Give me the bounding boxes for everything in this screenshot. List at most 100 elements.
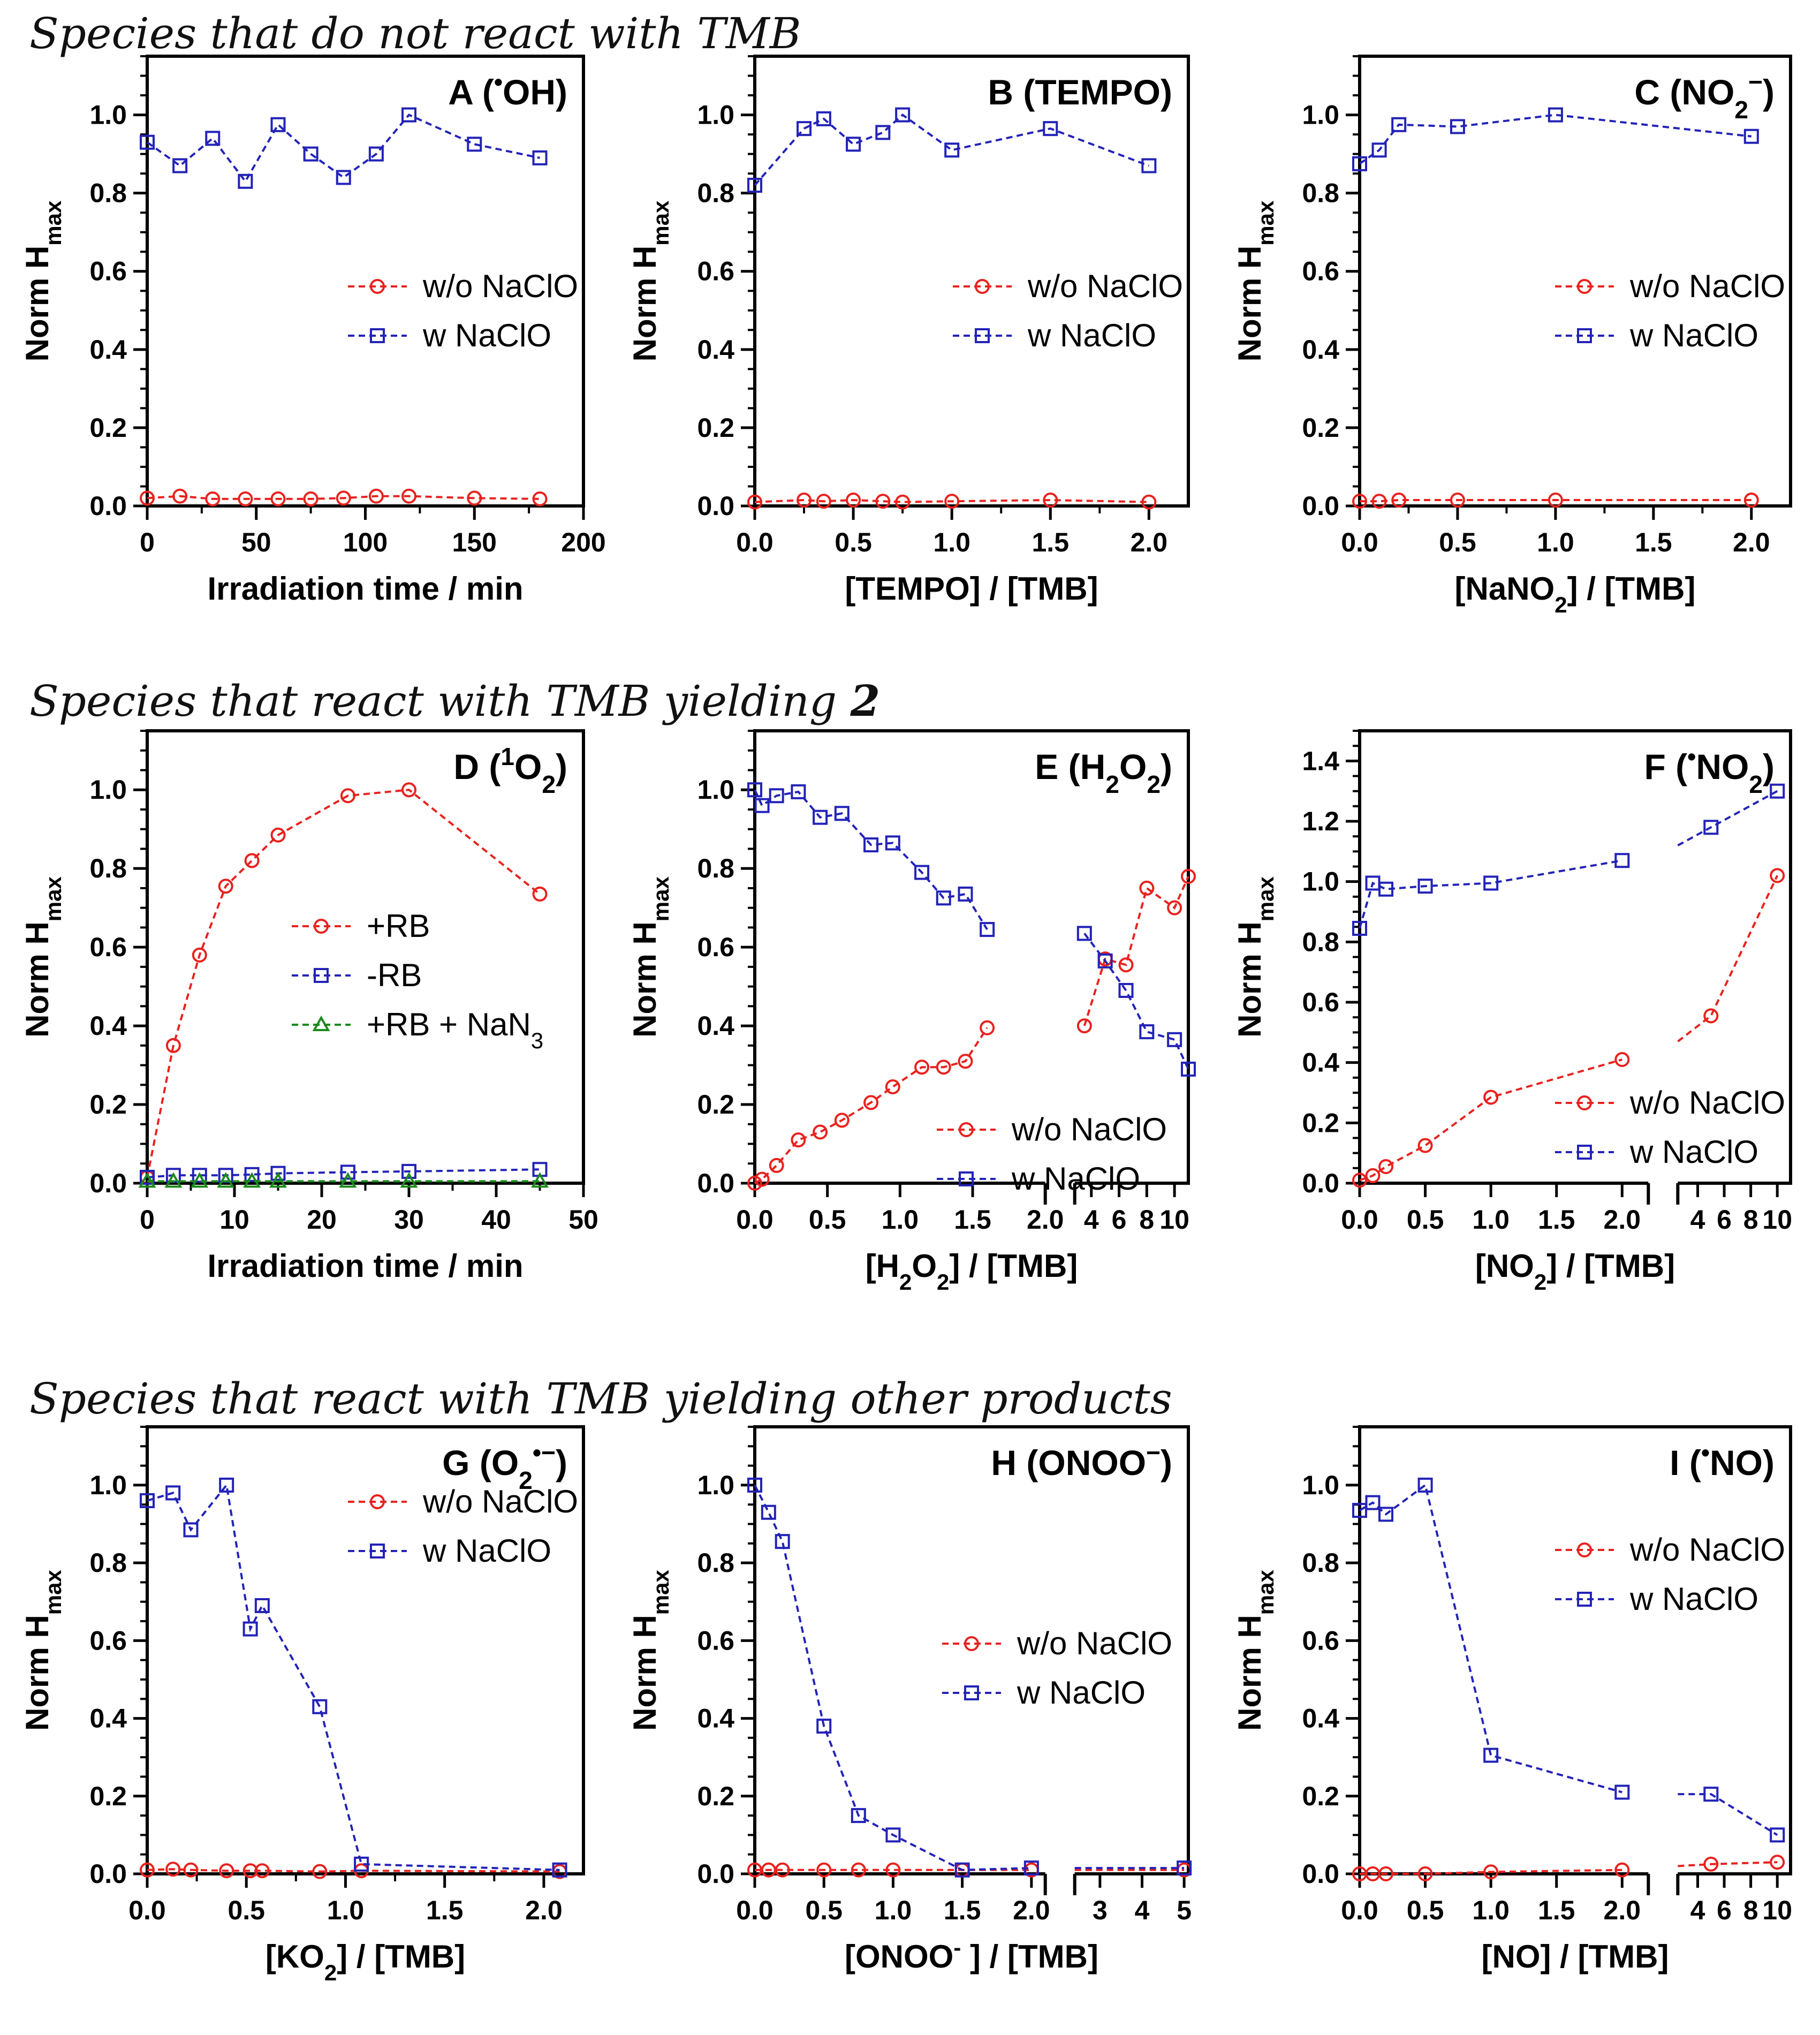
panel-b-series-0: [747, 493, 1157, 510]
panel-c-ytick-label: 0.2: [1302, 413, 1339, 443]
panel-d-series-0-line: [146, 789, 541, 1178]
panel-a-title: A (•OH): [448, 68, 567, 112]
panel-a-series-0-point: [303, 491, 318, 506]
panel-d-series-0: [140, 782, 548, 1185]
panel-i-series-0-line: [1360, 1868, 1622, 1875]
panel-c-series-1-line: [1359, 114, 1752, 165]
panel-a-ytick-label: 0.4: [89, 335, 127, 365]
panel-e-series-1-point: [980, 922, 995, 937]
section-title-2: Species that react with TMB yielding 2: [29, 676, 880, 726]
panel-e-series-1-point: [885, 835, 900, 851]
panel-g-ylabel: Norm Hmax: [19, 1569, 66, 1730]
panel-e-series-1-point: [754, 798, 770, 813]
panel-b-series-0-point: [846, 493, 861, 508]
panel-i-ytick-label: 0.0: [1302, 1859, 1339, 1889]
panel-e-series-0-point: [914, 1060, 930, 1075]
panel-a-series-0-point: [172, 488, 188, 504]
panel-e-ytick-label: 0.0: [697, 1168, 734, 1198]
panel-f-series-1-point: [1703, 820, 1719, 835]
panel-a-series-1-point: [303, 146, 318, 162]
panel-g-legend-swatch-marker: [370, 1544, 385, 1559]
panel-e-ytick-label: 0.6: [697, 932, 734, 962]
panel-d-series-0-point: [165, 1038, 181, 1053]
panel-d-series-2-point: [164, 1172, 183, 1188]
panel-b-legend-label: w/o NaClO: [1027, 268, 1183, 304]
panel-i-series-1-point: [1365, 1495, 1381, 1510]
panel-c-series-1-point: [1743, 128, 1759, 144]
panel-f-series-1-point: [1770, 783, 1785, 799]
panel-h-ytick-label: 0.2: [697, 1781, 734, 1811]
panel-b-title: B (TEMPO): [988, 72, 1172, 112]
panel-d-series-2-point: [243, 1172, 261, 1188]
panel-i-xtick-label: 0.5: [1407, 1895, 1444, 1925]
panel-i-series-0: [1352, 1855, 1785, 1881]
panel-b-ylabel: Norm Hmax: [627, 200, 673, 361]
panel-d-ytick-label: 0.8: [89, 853, 127, 883]
panel-b-legend-swatch-marker: [975, 328, 990, 343]
panel-f-ytick-label: 0.2: [1302, 1108, 1339, 1138]
panel-i-series-0-line: [1678, 1861, 1778, 1867]
panel-b-xtick-label: 1.5: [1032, 527, 1070, 557]
panel-c-xlabel: [NaNO2] / [TMB]: [1455, 571, 1696, 617]
panel-h-xtick-label: 4: [1135, 1895, 1150, 1925]
panel-e-series-0-point: [747, 1176, 762, 1191]
panel-d-xtick-label: 10: [219, 1205, 249, 1235]
panel-h-series-1: [747, 1477, 1192, 1878]
panel-a-series-1: [140, 107, 548, 189]
section-title-1: Species that do not react with TMB: [29, 8, 801, 58]
panel-g-ytick-label: 0.0: [89, 1859, 127, 1889]
panel-a-legend-label: w/o NaClO: [422, 268, 578, 304]
panel-f-ytick-label: 1.2: [1302, 806, 1339, 836]
panel-a-series-1-point: [467, 137, 482, 152]
panel-d-series-2-point: [191, 1172, 209, 1188]
panel-f-legend-swatch-marker: [1577, 1145, 1592, 1160]
panel-d-xtick-label: 40: [481, 1205, 511, 1235]
section-title-2-text: Species that react with TMB yielding: [29, 676, 851, 726]
panel-d-series-2-point: [217, 1172, 235, 1188]
panel-g-series-1-point: [183, 1522, 199, 1538]
panel-f-xtick-label: 10: [1762, 1205, 1792, 1235]
panel-e-series-1-point: [1076, 926, 1092, 941]
panel-i-xtick-label: 10: [1762, 1895, 1792, 1925]
panel-e-ytick-label: 0.4: [697, 1011, 734, 1041]
panel-f-legend: w/o NaClO w NaClO: [1555, 1085, 1785, 1170]
panel-d-ytick-label: 1.0: [89, 775, 127, 805]
panel-h-xtick-label: 3: [1093, 1895, 1108, 1925]
panel-c-series-0-line: [1360, 499, 1751, 503]
panel-g-ytick-label: 0.6: [89, 1625, 127, 1655]
panel-g-ytick-label: 1.0: [89, 1470, 127, 1500]
panel-b-ytick-label: 0.2: [697, 413, 734, 443]
panel-d-ytick-label: 0.4: [89, 1011, 127, 1041]
panel-e-series-0-point: [1181, 868, 1196, 884]
panel-f-series-0-point: [1703, 1008, 1719, 1024]
panel-f-series-0-point: [1770, 868, 1785, 883]
panel-f-series-0-point: [1365, 1168, 1381, 1183]
panel-i-series-0-point: [1614, 1862, 1630, 1878]
panel-e-series-0-point: [813, 1124, 828, 1140]
section-title-2-suffix: 2: [850, 676, 881, 726]
panel-c-series-0-point: [1450, 493, 1465, 508]
panel-g-xtick-label: 1.0: [327, 1895, 365, 1925]
panel-d-xtick-label: 50: [568, 1205, 598, 1235]
panel-c-xtick-label: 2.0: [1733, 527, 1770, 557]
panel-c-series-0: [1352, 493, 1759, 509]
panel-d-series-0-point: [340, 788, 355, 804]
panel-d-series-0-point: [270, 827, 286, 843]
panel-g-legend-swatch-marker: [370, 1494, 385, 1509]
panel-a-series-0-point: [205, 491, 221, 506]
panel-e-series-1-line: [754, 789, 988, 930]
panel-h-legend-label: w NaClO: [1017, 1675, 1146, 1711]
panel-d-series-1-point: [244, 1167, 260, 1182]
panel-f-xtick-label: 8: [1743, 1205, 1758, 1235]
panel-e-series-0-point: [980, 1020, 995, 1035]
panel-i-ytick-label: 0.2: [1302, 1781, 1339, 1811]
panel-b-series-1-point: [747, 178, 762, 193]
panel-f-xtick-label: 4: [1690, 1205, 1705, 1235]
panel-h-series-1-point: [1177, 1860, 1192, 1876]
panel-g-title: G (O2•−): [442, 1439, 567, 1494]
panel-e-series-0: [747, 868, 1196, 1191]
panel-g: 0.0 0.2 0.4 0.6 0.8 1.0 0.0 0.5 1.0 1.5 2.0 [KO2] /…: [19, 1425, 585, 1985]
panel-g-series-0: [140, 1862, 567, 1879]
panel-d-title: D (1O2): [453, 743, 567, 798]
panel-b-legend: w/o NaClO w NaClO: [953, 268, 1183, 353]
